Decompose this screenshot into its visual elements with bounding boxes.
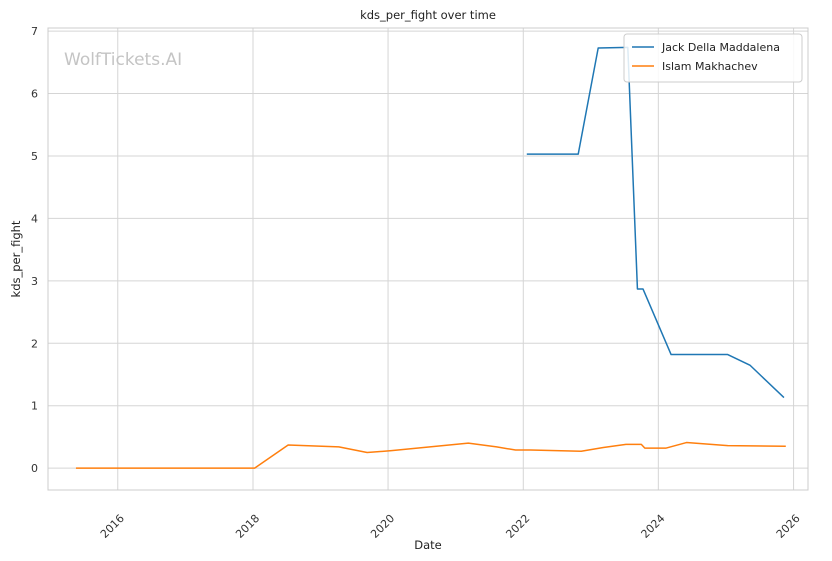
y-tick-label: 3 bbox=[31, 275, 38, 288]
y-tick-label: 2 bbox=[31, 337, 38, 350]
y-tick-label: 0 bbox=[31, 462, 38, 475]
y-tick-label: 6 bbox=[31, 88, 38, 101]
legend-box bbox=[623, 33, 803, 83]
y-tick-label: 1 bbox=[31, 400, 38, 413]
x-axis-title: Date bbox=[414, 538, 442, 552]
y-axis-title: kds_per_fight bbox=[9, 220, 23, 297]
y-tick-label: 4 bbox=[31, 212, 38, 225]
legend: Jack Della Maddalena Islam Makhachev bbox=[623, 33, 803, 83]
legend-label: Jack Della Maddalena bbox=[661, 41, 780, 54]
grid bbox=[48, 28, 808, 490]
series-line-1 bbox=[75, 441, 786, 469]
y-tick-label: 5 bbox=[31, 150, 38, 163]
y-axis: 0 1 2 3 4 5 6 7 bbox=[31, 25, 38, 475]
series-line-0 bbox=[526, 46, 785, 399]
y-tick-label: 7 bbox=[31, 25, 38, 38]
plot-area bbox=[47, 27, 809, 491]
watermark: WolfTickets.AI bbox=[64, 50, 182, 70]
series-layer bbox=[75, 46, 786, 469]
legend-label: Islam Makhachev bbox=[662, 60, 758, 73]
chart-title: kds_per_fight over time bbox=[360, 8, 496, 22]
